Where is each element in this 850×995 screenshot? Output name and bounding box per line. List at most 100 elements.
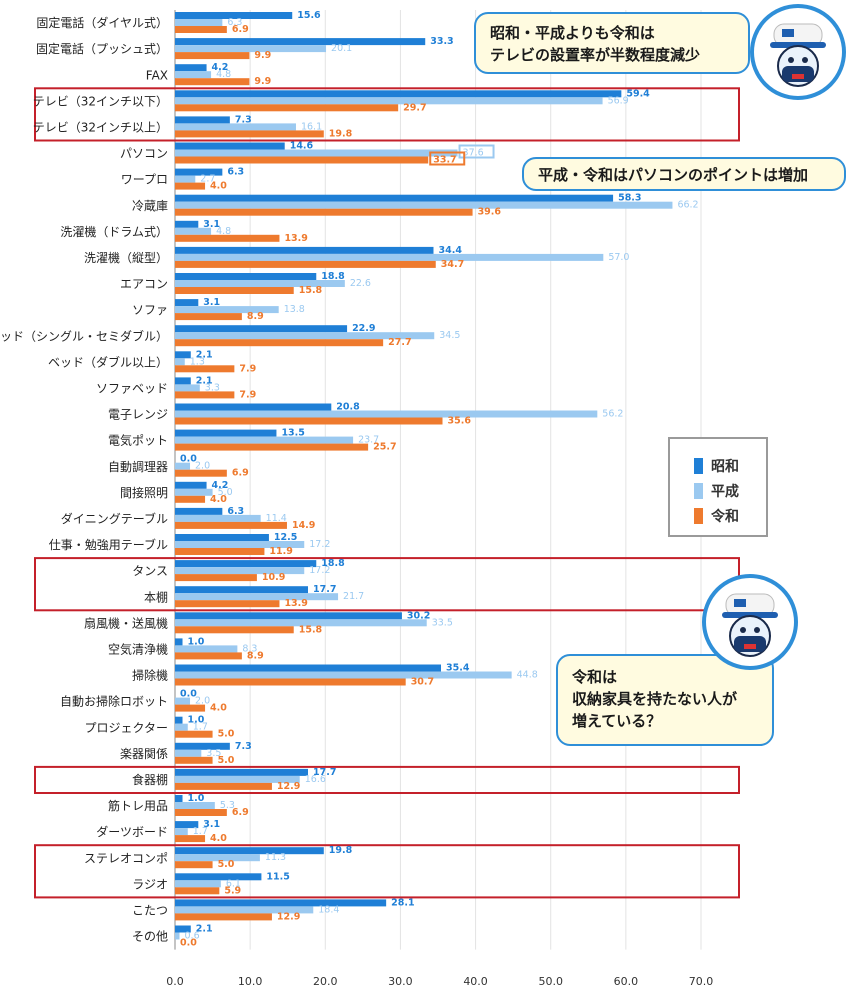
bar-reiwa-空気清浄機 <box>175 652 242 660</box>
value-label: 39.6 <box>478 207 502 218</box>
value-label: 5.0 <box>218 729 235 740</box>
bar-heisei-筋トレ用品 <box>175 802 215 809</box>
value-label: 17.2 <box>309 539 330 550</box>
value-label: 3.1 <box>203 297 220 308</box>
value-label: 66.2 <box>677 200 698 211</box>
category-label: 自動お掃除ロボット <box>60 694 168 709</box>
value-label: 2.1 <box>196 924 213 935</box>
bar-showa-電子レンジ <box>175 403 332 411</box>
bar-showa-FAX <box>175 64 207 72</box>
bar-showa-ソファ <box>175 299 199 307</box>
legend-item-showa: 昭和 <box>694 456 739 476</box>
value-label: 1.3 <box>190 356 205 367</box>
bar-reiwa-食器棚 <box>175 782 272 790</box>
x-tick-label: 40.0 <box>463 975 488 988</box>
highlight-box <box>34 844 740 899</box>
value-label: 7.9 <box>239 389 256 400</box>
category-label: こたつ <box>132 903 168 917</box>
value-label: 21.7 <box>343 591 364 602</box>
value-label: 20.1 <box>331 43 352 54</box>
value-label: 3.3 <box>205 382 220 393</box>
value-label: 22.6 <box>350 278 371 289</box>
value-label: 15.8 <box>299 285 323 296</box>
x-tick-label: 10.0 <box>238 975 263 988</box>
value-label: 2.0 <box>195 696 210 707</box>
value-label: 14.9 <box>292 520 315 531</box>
value-label: 33.7 <box>433 155 456 166</box>
bar-reiwa-プロジェクター <box>175 730 213 738</box>
value-label: 6.3 <box>227 167 244 178</box>
value-label: 0.0 <box>180 454 197 465</box>
bar-showa-パソコン <box>175 142 285 150</box>
bar-showa-空気清浄機 <box>175 638 183 646</box>
value-label: 5.9 <box>224 885 241 896</box>
value-label: 4.8 <box>216 69 231 80</box>
bar-reiwa-電子レンジ <box>175 417 443 425</box>
bar-showa-本棚 <box>175 586 309 594</box>
value-label: 6.9 <box>232 24 249 35</box>
bar-showa-間接照明 <box>175 481 207 489</box>
category-label: ラジオ <box>132 877 168 891</box>
value-label: 19.8 <box>329 845 353 856</box>
bar-heisei-テレビ-32インチ以下- <box>175 97 603 105</box>
category-label: 固定電話（ダイヤル式） <box>36 15 168 30</box>
category-label: 電気ポット <box>108 433 168 448</box>
value-label: 1.0 <box>188 793 205 804</box>
bar-heisei-ワープロ <box>175 175 196 183</box>
category-label: ワープロ <box>121 173 168 187</box>
bar-heisei-テレビ-32インチ以上- <box>175 123 296 131</box>
bar-heisei-冷蔵庫 <box>175 201 673 209</box>
mascot-icon <box>750 4 846 100</box>
bar-showa-ダイニングテーブル <box>175 507 223 515</box>
category-label: 間接照明 <box>120 485 168 500</box>
value-label: 12.9 <box>277 781 300 792</box>
bar-reiwa-自動お掃除ロボット <box>175 704 206 712</box>
value-label: 22.9 <box>352 323 375 334</box>
value-label: 33.3 <box>430 36 453 47</box>
value-label: 20.8 <box>336 402 360 413</box>
bar-showa-ダーツボード <box>175 821 199 829</box>
bar-reiwa-筋トレ用品 <box>175 809 227 816</box>
category-label: FAX <box>146 68 168 82</box>
mascot-icon-2 <box>702 574 798 670</box>
category-label: 食器棚 <box>132 772 168 787</box>
value-label: 4.0 <box>210 494 227 505</box>
bar-reiwa-パソコン <box>175 156 429 164</box>
bar-reiwa-電気ポット <box>175 443 369 451</box>
bar-heisei-ベッド-ダブル以上- <box>175 358 185 366</box>
value-label: 1.7 <box>193 722 208 733</box>
bar-reiwa-掃除機 <box>175 678 406 686</box>
bar-showa-筋トレ用品 <box>175 795 183 802</box>
value-label: 4.0 <box>210 181 227 192</box>
category-labels: 固定電話（ダイヤル式） 固定電話（プッシュ式） FAX テレビ（32インチ以下） テレビ… <box>0 15 168 943</box>
x-tick-label: 30.0 <box>388 975 413 988</box>
value-label: 44.8 <box>517 670 538 681</box>
bar-heisei-FAX <box>175 71 212 79</box>
bar-showa-タンス <box>175 560 317 568</box>
value-label: 6.1 <box>226 878 241 889</box>
bar-showa-テレビ-32インチ以上- <box>175 116 230 124</box>
bar-heisei-ステレオコンポ <box>175 854 260 862</box>
bar-heisei-楽器関係 <box>175 749 202 757</box>
category-label: ソファ <box>132 303 168 317</box>
legend-swatch-showa <box>694 458 703 474</box>
bar-showa-食器棚 <box>175 768 309 776</box>
bar-reiwa-テレビ-32インチ以上- <box>175 130 324 138</box>
value-label: 19.8 <box>329 128 353 139</box>
bar-reiwa-ダイニングテーブル <box>175 521 287 529</box>
value-label: 17.2 <box>309 565 330 576</box>
bar-heisei-その他 <box>175 932 180 940</box>
x-tick-label: 0.0 <box>166 975 184 988</box>
bar-reiwa-扇風機-送風機 <box>175 626 294 634</box>
legend-swatch-heisei <box>694 483 703 499</box>
bar-reiwa-テレビ-32インチ以下- <box>175 104 399 112</box>
value-label: 11.5 <box>266 871 289 882</box>
bar-reiwa-洗濯機-縦型- <box>175 260 436 268</box>
value-label: 13.8 <box>284 304 305 315</box>
category-label: 固定電話（プッシュ式） <box>36 41 168 56</box>
callout-storage-line-3: 増えている？ <box>572 712 662 730</box>
value-label: 2.7 <box>200 174 215 185</box>
value-label: 2.0 <box>195 461 210 472</box>
value-label: 15.8 <box>299 624 323 635</box>
